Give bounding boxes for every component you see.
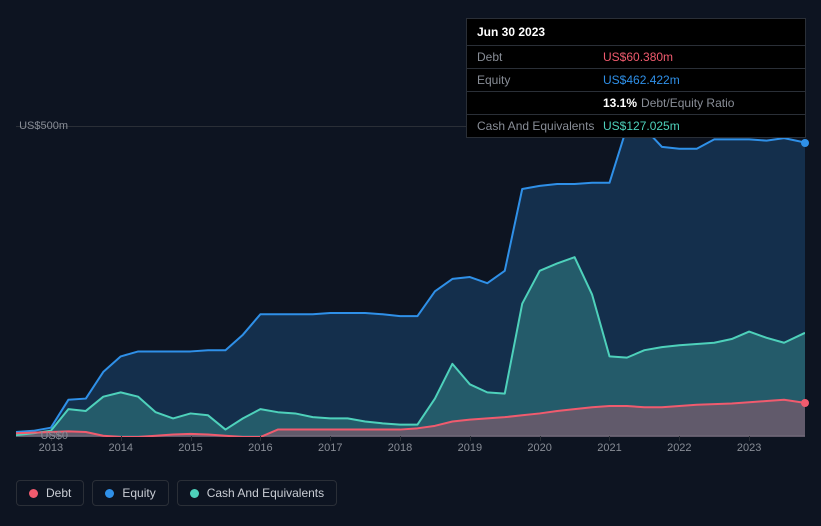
x-axis-tick xyxy=(749,436,750,441)
x-axis-label: 2016 xyxy=(248,442,272,454)
x-axis-tick xyxy=(540,436,541,441)
tooltip-row: Cash And EquivalentsUS$127.025m xyxy=(467,115,805,137)
legend-label: Equity xyxy=(122,486,155,500)
x-axis-tick xyxy=(470,436,471,441)
x-axis-label: 2023 xyxy=(737,442,761,454)
tooltip-row-label: Equity xyxy=(477,73,603,87)
legend-dot-icon xyxy=(190,489,199,498)
legend-dot-icon xyxy=(105,489,114,498)
legend-item-cash[interactable]: Cash And Equivalents xyxy=(177,480,337,506)
legend-label: Cash And Equivalents xyxy=(207,486,324,500)
legend-label: Debt xyxy=(46,486,71,500)
debt-equity-chart: 2013 2014 2015 2016 2017 2018 2019 2020 2021 2022… xyxy=(16,126,805,466)
x-axis-label: 2019 xyxy=(458,442,482,454)
x-axis-label: 2013 xyxy=(39,442,63,454)
x-axis-tick xyxy=(121,436,122,441)
tooltip-row-label: Debt xyxy=(477,50,603,64)
tooltip-row: 13.1%Debt/Equity Ratio xyxy=(467,92,805,115)
chart-svg xyxy=(16,127,805,437)
y-axis-label: US$500m xyxy=(8,120,68,132)
x-axis-label: 2021 xyxy=(597,442,621,454)
x-axis-tick xyxy=(400,436,401,441)
tooltip-date: Jun 30 2023 xyxy=(467,19,805,46)
x-axis-label: 2017 xyxy=(318,442,342,454)
equity-end-marker xyxy=(801,139,809,147)
legend-item-debt[interactable]: Debt xyxy=(16,480,84,506)
legend-dot-icon xyxy=(29,489,38,498)
x-axis-label: 2020 xyxy=(527,442,551,454)
x-axis-label: 2015 xyxy=(178,442,202,454)
chart-legend: Debt Equity Cash And Equivalents xyxy=(16,480,337,506)
tooltip-row-value: US$127.025m xyxy=(603,119,680,133)
tooltip-row-label xyxy=(477,96,603,110)
tooltip-row-value: US$462.422m xyxy=(603,73,680,87)
x-axis-labels: 2013 2014 2015 2016 2017 2018 2019 2020 2021 2022… xyxy=(16,442,805,462)
debt-end-marker xyxy=(801,399,809,407)
plot-area[interactable] xyxy=(16,126,805,436)
tooltip-row: EquityUS$462.422m xyxy=(467,69,805,92)
x-axis-label: 2014 xyxy=(108,442,132,454)
tooltip-row-label: Cash And Equivalents xyxy=(477,119,603,133)
x-axis-tick xyxy=(609,436,610,441)
x-axis-tick xyxy=(260,436,261,441)
x-axis-tick xyxy=(191,436,192,441)
x-axis-tick xyxy=(679,436,680,441)
x-axis-label: 2022 xyxy=(667,442,691,454)
legend-item-equity[interactable]: Equity xyxy=(92,480,168,506)
tooltip-row-value: US$60.380m xyxy=(603,50,673,64)
tooltip-row-value: 13.1%Debt/Equity Ratio xyxy=(603,96,734,110)
x-axis-tick xyxy=(330,436,331,441)
chart-tooltip: Jun 30 2023 DebtUS$60.380mEquityUS$462.4… xyxy=(466,18,806,138)
y-axis-label: US$0 xyxy=(8,430,68,442)
x-axis-label: 2018 xyxy=(388,442,412,454)
tooltip-row: DebtUS$60.380m xyxy=(467,46,805,69)
